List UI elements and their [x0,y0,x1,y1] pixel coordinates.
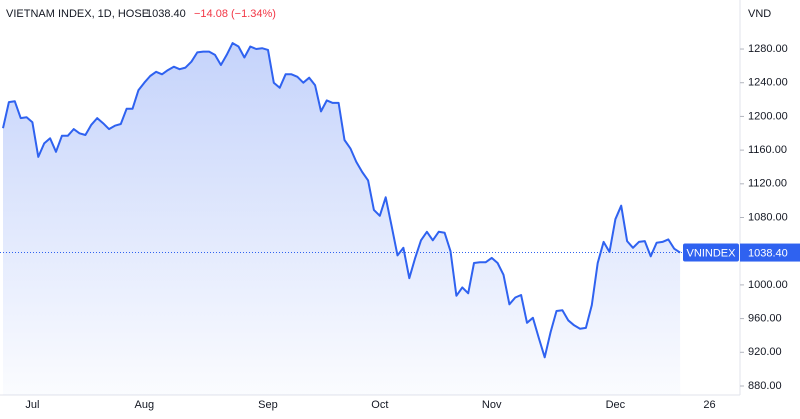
x-tick-label: 26 [703,399,715,411]
y-tick-label: 1160.00 [748,144,787,156]
change: −14.08 (−1.34%) [194,8,276,20]
price-tag-label: 1038.40 [748,247,788,259]
x-tick-label: Dec [606,399,626,411]
y-tick-label: 1000.00 [748,279,788,291]
y-tick-label: 960.00 [748,313,782,325]
y-tick-label: 1240.00 [748,77,788,89]
y-tick-label: 1080.00 [748,211,788,223]
x-tick-label: Oct [371,399,388,411]
y-unit: VND [748,8,771,20]
line [2,42,681,359]
x-tick-label: Aug [135,399,155,411]
y-tick-label: 880.00 [748,380,782,392]
area [3,43,681,395]
y-tick-label: 1200.00 [748,110,788,122]
series-name: VNINDEX [687,247,737,259]
x-tick-label: Nov [482,399,502,411]
x-tick-label: Sep [258,399,278,411]
y-tick-label: 1280.00 [748,43,788,55]
x-tick-label: Jul [25,399,39,411]
symbol: VIETNAM INDEX, 1D, HOSE [6,8,149,20]
price-tag [740,243,800,262]
y-tick-label: 1120.00 [748,178,787,190]
series-tag [683,243,739,262]
last-price: 1038.40 [146,8,186,20]
y-tick-label: 920.00 [748,346,782,358]
